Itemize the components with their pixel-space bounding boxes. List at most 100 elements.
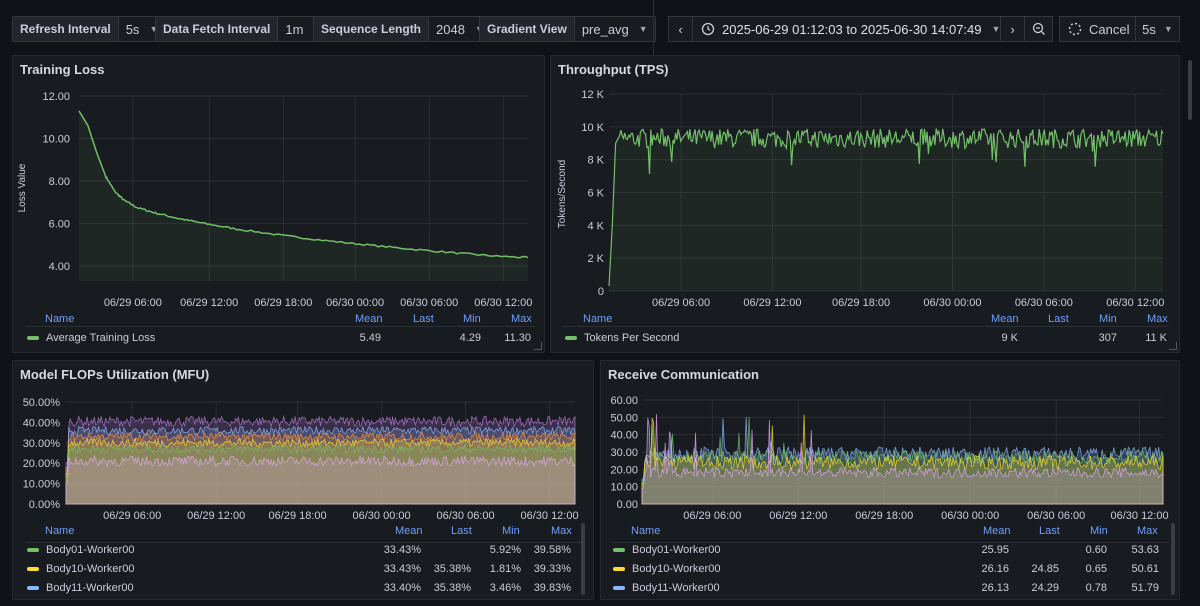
gradient-view-value: pre_avg [581, 21, 629, 37]
legend-header-name: Name [583, 313, 613, 325]
series-swatch [613, 548, 625, 552]
mfu-panel: Model FLOPs Utilization (MFU) 50.00% 40.0… [12, 360, 594, 600]
spinner-icon [1068, 22, 1082, 36]
sequence-length-value: 2048 [436, 21, 465, 37]
legend-scrollbar[interactable] [581, 523, 585, 595]
time-range-picker[interactable]: 2025-06-29 01:12:03 to 2025-06-30 14:07:… [692, 16, 1004, 42]
chevron-down-icon: ▼ [638, 24, 648, 34]
zoom-out-icon [1032, 22, 1045, 35]
clock-icon [701, 22, 715, 36]
chevron-down-icon: ▼ [991, 24, 1001, 34]
receive-communication-chart[interactable]: 60.00 50.00 40.00 30.00 20.00 10.00 0.00 06/29 … [601, 361, 1180, 600]
series-area [641, 414, 1164, 505]
y-tick-label: 10.00 [42, 134, 70, 146]
y-tick-label: 6 K [587, 188, 604, 200]
legend-item[interactable]: Body01-Worker00 [613, 544, 720, 556]
y-tick-label: 40.00 [610, 430, 638, 442]
series-swatch [565, 336, 577, 340]
x-tick-label: 06/29 12:00 [187, 510, 245, 522]
legend-max: 11.30 [504, 332, 531, 344]
legend-header-last: Last [451, 525, 472, 537]
mfu-chart[interactable]: 50.00% 40.00% 30.00% 20.00% 10.00% 0.00% 06/29… [13, 361, 594, 600]
y-tick-label: 60.00 [610, 395, 638, 407]
toolbar-divider [653, 0, 654, 56]
refresh-picker[interactable]: 5s ▼ [1135, 16, 1180, 42]
legend-header-last: Last [1048, 313, 1069, 325]
series-swatch [27, 336, 39, 340]
y-tick-label: 30.00% [23, 438, 61, 450]
panel-title: Model FLOPs Utilization (MFU) [20, 367, 210, 382]
gradient-view-label: Gradient View [480, 17, 575, 41]
dashboard-toolbar: Refresh Interval 5s ▼ Data Fetch Interval… [0, 0, 1200, 56]
y-tick-label: 12.00 [42, 91, 70, 103]
refresh-interval-label: Refresh Interval [13, 17, 119, 41]
refresh-interval-select[interactable]: 5s ▼ [119, 17, 166, 41]
series-swatch [27, 548, 39, 552]
x-tick-label: 06/30 06:00 [400, 297, 458, 309]
y-tick-label: 20.00% [23, 458, 61, 470]
legend-mean: 26.13 [981, 582, 1009, 594]
series-line [78, 110, 529, 259]
legend-max: 11 K [1145, 332, 1167, 344]
legend-last: 24.29 [1031, 582, 1059, 594]
legend-item[interactable]: Body11-Worker00 [27, 582, 134, 594]
y-tick-label: 10.00 [610, 482, 638, 494]
legend-mean: 5.49 [359, 332, 381, 344]
legend-item[interactable]: Average Training Loss [27, 332, 155, 344]
y-tick-label: 0.00 [617, 499, 638, 511]
throughput-chart[interactable]: 12 K 10 K 8 K 6 K 4 K 2 K 0 06/29 06:00 06/29 12… [551, 56, 1180, 353]
panel-title: Training Loss [20, 62, 105, 77]
series-area [641, 414, 1164, 505]
series-line [608, 127, 1164, 287]
time-back-button[interactable]: ‹ [668, 16, 693, 42]
cancel-label: Cancel [1089, 21, 1130, 37]
x-tick-label: 06/29 18:00 [254, 297, 312, 309]
panel-resize-handle[interactable] [1169, 342, 1177, 350]
x-tick-label: 06/30 00:00 [353, 510, 411, 522]
legend-min: 307 [1098, 332, 1117, 344]
y-tick-label: 10.00% [23, 479, 61, 491]
training-loss-chart[interactable]: 12.00 10.00 8.00 6.00 4.00 06/29 06:00 06/29 1… [13, 56, 545, 353]
panel-resize-handle[interactable] [534, 342, 542, 350]
refresh-interval-variable[interactable]: Refresh Interval 5s ▼ [12, 16, 167, 42]
receive-communication-panel: Receive Communication 60.00 50.00 40.00 30.… [600, 360, 1180, 600]
series-area [65, 443, 576, 505]
time-forward-button[interactable]: › [1000, 16, 1025, 42]
legend-item[interactable]: Tokens Per Second [565, 332, 679, 344]
data-fetch-interval-label: Data Fetch Interval [156, 17, 279, 41]
x-tick-label: 06/29 06:00 [104, 297, 162, 309]
data-fetch-interval-variable[interactable]: Data Fetch Interval 1m▼ [155, 16, 331, 42]
x-tick-label: 06/29 12:00 [769, 510, 827, 522]
legend-item-label: Average Training Loss [46, 332, 156, 344]
y-tick-label: 10 K [581, 122, 604, 134]
x-tick-label: 06/30 00:00 [941, 510, 999, 522]
zoom-out-button[interactable] [1024, 16, 1053, 42]
legend-item[interactable]: Body11-Worker00 [613, 582, 720, 594]
legend-mean: 33.43% [383, 563, 421, 575]
legend-scrollbar[interactable] [1171, 523, 1175, 595]
legend-max: 50.61 [1131, 563, 1159, 575]
chevron-left-icon: ‹ [678, 21, 683, 37]
sequence-length-variable[interactable]: Sequence Length 2048▼ [313, 16, 492, 42]
page-scrollbar[interactable] [1188, 60, 1192, 120]
legend-min: 1.81% [489, 563, 521, 575]
x-tick-label: 06/30 06:00 [1015, 297, 1073, 309]
legend-item[interactable]: Body10-Worker00 [27, 563, 134, 575]
x-tick-label: 06/29 06:00 [683, 510, 741, 522]
x-tick-label: 06/29 06:00 [103, 510, 161, 522]
y-tick-label: 12 K [581, 89, 604, 101]
gradient-view-variable[interactable]: Gradient View pre_avg ▼ [479, 16, 656, 42]
series-area [65, 454, 576, 505]
cancel-button[interactable]: Cancel [1059, 16, 1136, 42]
gradient-view-select[interactable]: pre_avg ▼ [575, 17, 655, 41]
y-tick-label: 8.00 [49, 176, 70, 188]
series-swatch [613, 586, 625, 590]
legend-item[interactable]: Body01-Worker00 [27, 544, 134, 556]
legend-last: 35.38% [433, 563, 471, 575]
legend-header-name: Name [631, 525, 661, 537]
panel-title: Throughput (TPS) [558, 62, 669, 77]
legend-min: 3.46% [489, 582, 521, 594]
sequence-length-label: Sequence Length [314, 17, 430, 41]
legend-divider [613, 542, 1169, 543]
legend-item[interactable]: Body10-Worker00 [613, 563, 720, 575]
